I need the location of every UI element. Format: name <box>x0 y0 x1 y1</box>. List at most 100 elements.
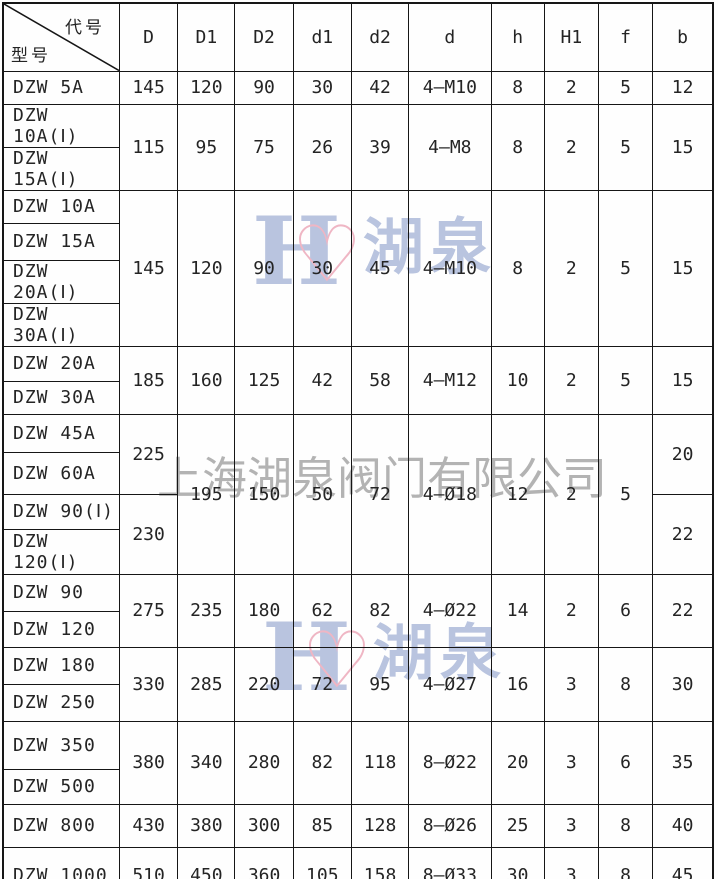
table-row: DZW 350 380 340 280 82 118 8—Ø22 20 3 6 35 <box>2 720 714 805</box>
value-cell: 26 <box>292 103 352 191</box>
value-cell: 8 <box>490 70 545 105</box>
model-cell: DZW 90 <box>2 573 120 612</box>
table-row: DZW 180 330 285 220 72 95 4—Ø27 16 3 8 30 <box>2 646 714 722</box>
value-cell: 145 <box>118 189 179 347</box>
model-cell: DZW 30A(Ⅰ) <box>2 302 120 347</box>
table-row: DZW 20A 185 160 125 42 58 4—M12 10 2 5 15 <box>2 345 714 415</box>
corner-label-daihao: 代号 <box>64 18 105 38</box>
value-cell: 380 <box>177 803 236 848</box>
value-cell: 10 <box>490 345 545 415</box>
value-cell: 360 <box>234 846 294 879</box>
column-header-D1: D1 <box>177 2 236 72</box>
table-row: DZW 30A(Ⅰ) <box>2 302 713 347</box>
value-cell: 115 <box>118 103 179 191</box>
value-cell: 8 <box>597 646 654 722</box>
value-cell: 125 <box>234 345 294 415</box>
value-cell: 15 <box>652 189 714 347</box>
value-cell: 8 <box>597 846 654 879</box>
model-cell: DZW 1000 <box>2 846 120 879</box>
value-cell: 15 <box>652 345 714 415</box>
model-cell: DZW 800 <box>2 803 120 848</box>
value-cell: 8 <box>490 103 545 191</box>
value-cell: 340 <box>177 720 236 805</box>
value-cell: 30 <box>652 646 714 722</box>
value-cell: 145 <box>118 70 179 105</box>
model-cell: DZW 500 <box>2 768 120 805</box>
value-cell: 5 <box>597 189 654 347</box>
value-cell: 35 <box>652 720 714 805</box>
column-header-H1: H1 <box>543 2 599 72</box>
column-header-b: b <box>652 2 714 72</box>
value-cell: 15 <box>652 103 714 191</box>
value-cell: 82 <box>350 573 410 648</box>
value-cell: 45 <box>652 846 714 879</box>
value-cell: 62 <box>292 573 352 648</box>
value-cell: 2 <box>543 70 599 105</box>
model-cell: DZW 45A <box>2 413 120 453</box>
model-cell: DZW 15A <box>2 222 120 261</box>
value-cell: 16 <box>490 646 545 722</box>
column-header-d: d <box>408 2 492 72</box>
value-cell: 5 <box>597 103 654 191</box>
value-cell: 25 <box>490 803 545 848</box>
value-cell: 118 <box>350 720 410 805</box>
value-cell: 2 <box>543 189 599 347</box>
value-cell: 2 <box>543 573 599 648</box>
value-cell: 8—Ø22 <box>408 720 492 805</box>
value-cell: 39 <box>350 103 410 191</box>
value-cell: 105 <box>292 846 352 879</box>
value-cell: 6 <box>597 720 654 805</box>
value-cell: 95 <box>350 646 410 722</box>
header-row: 代号 型号 D D1 D2 d1 d2 d h H1 f b <box>2 2 714 72</box>
value-cell: 2 <box>543 345 599 415</box>
table-row: DZW 500 <box>2 768 713 805</box>
value-cell: 5 <box>597 345 654 415</box>
value-cell: 4—M10 <box>408 189 492 347</box>
value-cell: 450 <box>177 846 236 879</box>
value-cell: 6 <box>597 573 654 648</box>
value-cell: 22 <box>652 493 714 575</box>
model-cell: DZW 120 <box>2 610 120 648</box>
value-cell: 230 <box>118 493 179 575</box>
value-cell: 90 <box>234 70 294 105</box>
corner-header-cell: 代号 型号 <box>2 2 120 72</box>
table-row: DZW 120 <box>2 610 713 648</box>
model-cell: DZW 250 <box>2 683 120 722</box>
value-cell: 2 <box>543 413 599 575</box>
model-cell: DZW 30A <box>2 380 120 415</box>
value-cell: 510 <box>118 846 179 879</box>
corner-label-xinghao: 型号 <box>11 45 51 66</box>
value-cell: 235 <box>177 573 236 648</box>
value-cell: 72 <box>292 646 352 722</box>
value-cell: 120 <box>177 70 236 105</box>
value-cell: 12 <box>490 413 545 575</box>
value-cell: 185 <box>118 345 179 415</box>
value-cell: 380 <box>118 720 179 805</box>
table-row: DZW 10A(Ⅰ) 115 95 75 26 39 4—M8 8 2 5 15 <box>2 103 714 191</box>
value-cell: 30 <box>292 70 352 105</box>
value-cell: 8—Ø33 <box>408 846 492 879</box>
table-row: DZW 250 <box>2 683 713 722</box>
value-cell: 50 <box>292 413 352 575</box>
table-row: DZW 1000 510 450 360 105 158 8—Ø33 30 3 8 45 <box>2 846 714 879</box>
spec-table-body: DZW 5A 145 120 90 30 42 4—M10 8 2 5 12 DZW 10A(Ⅰ) 11… <box>2 70 714 879</box>
value-cell: 22 <box>652 573 714 648</box>
value-cell: 3 <box>543 720 599 805</box>
model-cell: DZW 15A(Ⅰ) <box>2 146 120 191</box>
table-row: DZW 30A <box>2 380 713 415</box>
value-cell: 85 <box>292 803 352 848</box>
value-cell: 5 <box>597 413 654 575</box>
value-cell: 8 <box>490 189 545 347</box>
value-cell: 4—M10 <box>408 70 492 105</box>
value-cell: 4—Ø27 <box>408 646 492 722</box>
value-cell: 4—Ø18 <box>408 413 492 575</box>
model-cell: DZW 20A(Ⅰ) <box>2 259 120 304</box>
value-cell: 95 <box>177 103 236 191</box>
value-cell: 20 <box>490 720 545 805</box>
value-cell: 3 <box>543 646 599 722</box>
value-cell: 4—Ø22 <box>408 573 492 648</box>
value-cell: 72 <box>350 413 410 575</box>
table-row: DZW 10A 145 120 90 30 45 4—M10 8 2 5 15 <box>2 189 714 347</box>
model-cell: DZW 180 <box>2 646 120 685</box>
table-row: DZW 20A(Ⅰ) <box>2 259 713 304</box>
